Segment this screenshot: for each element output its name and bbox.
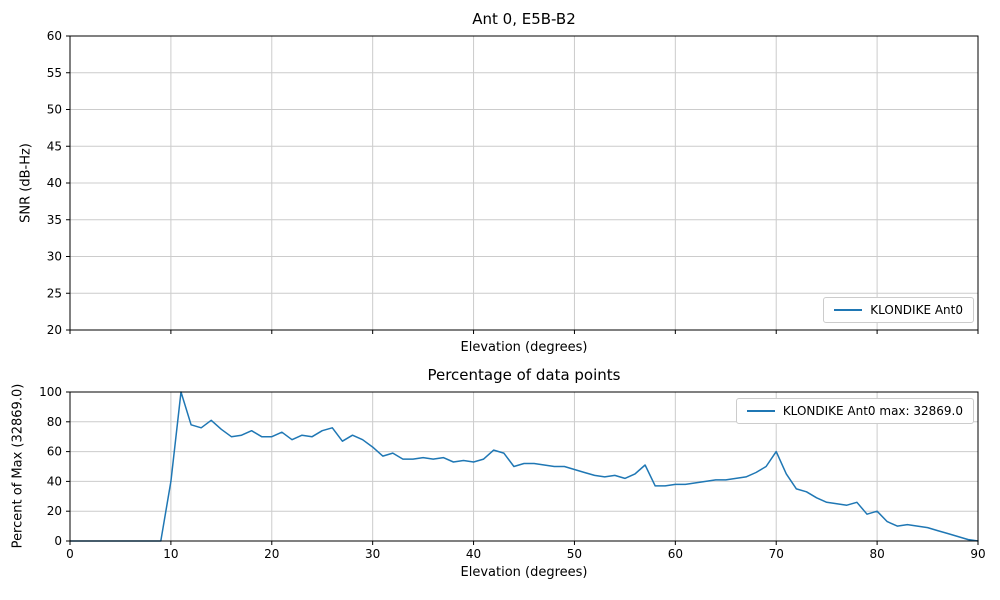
svg-text:60: 60	[47, 29, 62, 43]
svg-text:80: 80	[47, 415, 62, 429]
top-chart-legend: KLONDIKE Ant0	[823, 297, 974, 323]
svg-text:45: 45	[47, 139, 62, 153]
svg-text:40: 40	[466, 547, 481, 561]
top-legend-label: KLONDIKE Ant0	[870, 303, 963, 317]
bottom-chart-ylabel: Percent of Max (32869.0)	[10, 383, 26, 549]
top-chart-ylabel: SNR (dB-Hz)	[18, 143, 34, 223]
svg-text:30: 30	[365, 547, 380, 561]
svg-text:70: 70	[769, 547, 784, 561]
svg-text:35: 35	[47, 213, 62, 227]
svg-text:80: 80	[869, 547, 884, 561]
bottom-chart-title: Percentage of data points	[427, 366, 621, 384]
bottom-chart-xlabel: Elevation (degrees)	[460, 565, 588, 580]
svg-text:0: 0	[54, 534, 62, 548]
svg-text:20: 20	[264, 547, 279, 561]
bottom-legend-label: KLONDIKE Ant0 max: 32869.0	[782, 404, 963, 418]
svg-text:10: 10	[163, 547, 178, 561]
top-chart-xlabel: Elevation (degrees)	[460, 340, 588, 355]
svg-text:30: 30	[47, 250, 62, 264]
svg-text:20: 20	[47, 504, 62, 518]
svg-text:20: 20	[47, 323, 62, 337]
legend-line-sample	[746, 410, 775, 412]
svg-text:25: 25	[47, 286, 62, 300]
svg-text:55: 55	[47, 66, 62, 80]
svg-text:40: 40	[47, 474, 62, 488]
svg-text:60: 60	[668, 547, 683, 561]
svg-text:50: 50	[567, 547, 582, 561]
svg-text:40: 40	[47, 176, 62, 190]
bottom-chart-legend: KLONDIKE Ant0 max: 32869.0	[735, 398, 974, 424]
svg-text:60: 60	[47, 445, 62, 459]
svg-text:50: 50	[47, 103, 62, 117]
svg-text:0: 0	[66, 547, 74, 561]
top-chart-title: Ant 0, E5B-B2	[472, 10, 576, 28]
svg-text:90: 90	[970, 547, 985, 561]
svg-text:100: 100	[39, 385, 62, 399]
legend-line-sample	[834, 309, 863, 311]
